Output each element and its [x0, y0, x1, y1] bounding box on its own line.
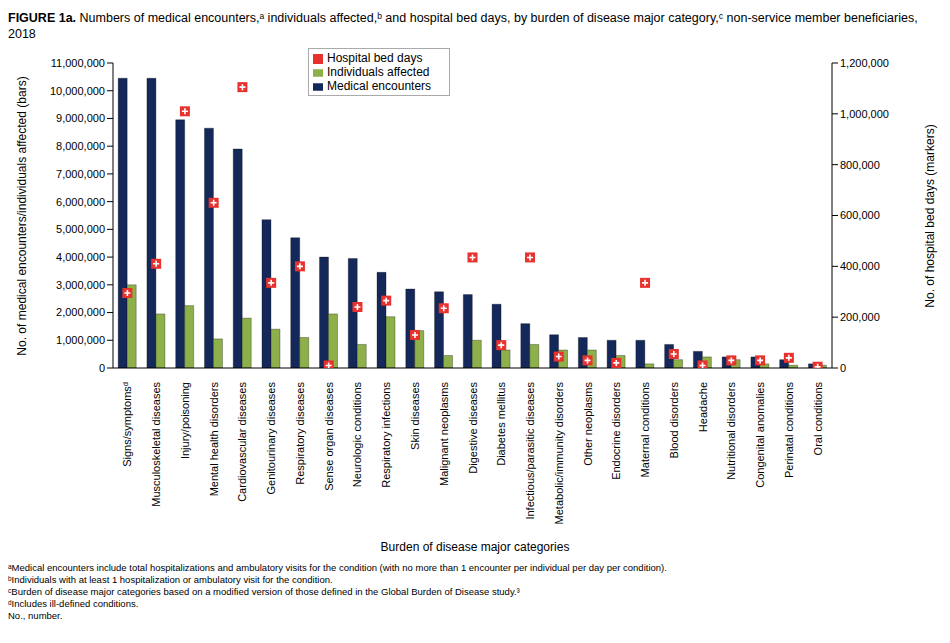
html-text:FIGURE 1a. Numbers of medical: FIGURE 1a. Numbers of medical encounters…: [8, 11, 918, 41]
html-text:ᵇIndividuals with at least 1 h: ᵇIndividuals with at least 1 hospitaliza…: [8, 574, 333, 585]
svg-text:Maternal conditions: Maternal conditions: [639, 382, 651, 478]
svg-text:Digestive diseases: Digestive diseases: [467, 382, 479, 474]
svg-text:Headache: Headache: [697, 382, 709, 432]
svg-text:4,000,000: 4,000,000: [56, 251, 105, 263]
svg-text:Infectious/parasitic diseases: Infectious/parasitic diseases: [524, 382, 536, 520]
svg-text:Sense organ diseases: Sense organ diseases: [323, 382, 335, 491]
svg-text:Respiratory diseases: Respiratory diseases: [294, 382, 306, 485]
html-text:Individuals affected: Individuals affected: [327, 65, 430, 79]
svg-text:Perinatal conditions: Perinatal conditions: [783, 382, 795, 479]
svg-text:Injury/poisoning: Injury/poisoning: [179, 382, 191, 459]
svg-text:Nutritional disorders: Nutritional disorders: [725, 382, 737, 480]
svg-text:Endocrine disorders: Endocrine disorders: [610, 382, 622, 480]
svg-text:Malignant neoplasms: Malignant neoplasms: [438, 382, 450, 486]
svg-text:Respiratory infections: Respiratory infections: [380, 382, 392, 488]
svg-text:200,000: 200,000: [840, 311, 880, 323]
svg-text:11,000,000: 11,000,000: [51, 57, 105, 69]
svg-text:Congenital anomalies: Congenital anomalies: [754, 382, 766, 488]
svg-text:8,000,000: 8,000,000: [56, 140, 105, 152]
svg-text:Genitourinary diseases: Genitourinary diseases: [265, 382, 277, 495]
svg-text:7,000,000: 7,000,000: [56, 168, 105, 180]
svg-text:Oral conditions: Oral conditions: [812, 382, 824, 456]
svg-text:9,000,000: 9,000,000: [56, 112, 105, 124]
html-text:ᵃMedical encounters include to: ᵃMedical encounters include total hospit…: [8, 562, 667, 573]
html-text:No., number.: No., number.: [8, 610, 63, 621]
svg-text:Mental health disorders: Mental health disorders: [208, 382, 220, 497]
svg-text:600,000: 600,000: [840, 209, 880, 221]
svg-text:1,000,000: 1,000,000: [840, 108, 889, 120]
html-text:No. of hospital bed days (mark: No. of hospital bed days (markers): [923, 123, 937, 308]
html-text:Burden of disease major catego: Burden of disease major categories: [380, 540, 570, 554]
html-text:No. of medical encounters/indi: No. of medical encounters/individuals af…: [15, 75, 29, 356]
svg-text:Neurologic conditions: Neurologic conditions: [351, 382, 363, 488]
svg-text:6,000,000: 6,000,000: [56, 196, 105, 208]
svg-text:1,000,000: 1,000,000: [56, 334, 105, 346]
svg-text:10,000,000: 10,000,000: [50, 85, 105, 97]
html-text:ᵈIncludes ill-defined conditio: ᵈIncludes ill-defined conditions.: [8, 598, 139, 609]
svg-text:800,000: 800,000: [840, 159, 880, 171]
html-text:Hospital bed days: Hospital bed days: [327, 51, 423, 65]
svg-text:Blood disorders: Blood disorders: [668, 382, 680, 459]
svg-text:2,000,000: 2,000,000: [56, 306, 105, 318]
html-text:ᶜBurden of disease major categ: ᶜBurden of disease major categories base…: [8, 586, 520, 597]
svg-text:1,200,000: 1,200,000: [840, 57, 889, 69]
svg-text:Diabetes mellitus: Diabetes mellitus: [495, 382, 507, 466]
svg-text:0: 0: [840, 362, 846, 374]
svg-text:Other neoplasms: Other neoplasms: [582, 382, 594, 466]
svg-text:0: 0: [99, 362, 105, 374]
svg-text:Metabolic/immunity disorders: Metabolic/immunity disorders: [553, 382, 565, 525]
html-text:Medical encounters: Medical encounters: [327, 79, 432, 93]
svg-text:Signs/symptomsᵈ: Signs/symptomsᵈ: [121, 382, 133, 467]
svg-text:400,000: 400,000: [840, 260, 880, 272]
svg-text:Skin diseases: Skin diseases: [409, 382, 421, 450]
svg-text:5,000,000: 5,000,000: [56, 223, 105, 235]
svg-text:Musculoskeletal diseases: Musculoskeletal diseases: [150, 382, 162, 507]
svg-text:Cardiovascular diseases: Cardiovascular diseases: [236, 382, 248, 502]
svg-text:3,000,000: 3,000,000: [56, 279, 105, 291]
